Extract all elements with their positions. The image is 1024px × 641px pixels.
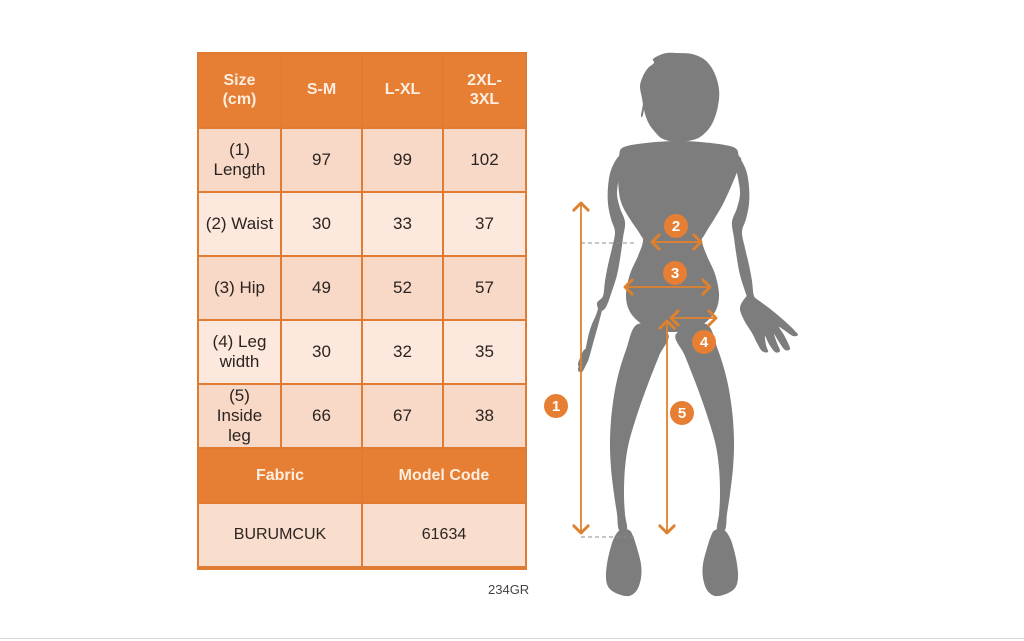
svg-text:3: 3 — [671, 265, 679, 282]
svg-text:5: 5 — [678, 405, 686, 422]
svg-text:2: 2 — [672, 218, 680, 235]
svg-text:1: 1 — [552, 398, 560, 415]
svg-text:4: 4 — [700, 334, 709, 351]
